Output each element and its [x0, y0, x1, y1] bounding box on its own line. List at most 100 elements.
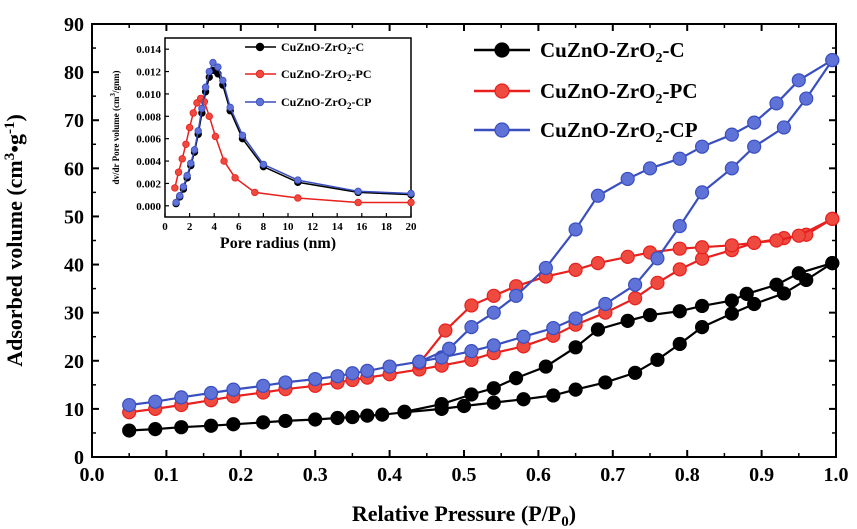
legend-label-sub: 2: [656, 92, 663, 107]
series-1-adsorption-point: [628, 291, 643, 306]
series-0-desorption-point: [791, 266, 806, 281]
y-axis-title: Adsorbed volume (cm3•g-1): [2, 114, 27, 367]
series-0-desorption-point: [739, 286, 754, 302]
series-2-desorption-point: [694, 139, 710, 154]
inset-y-tick-label: 0.006: [136, 134, 161, 146]
x-tick-label: 0.6: [526, 464, 551, 486]
series-0-desorption-point: [538, 359, 553, 374]
y-tick-label: 90: [64, 14, 84, 36]
inset-x-tick-label: 2: [187, 221, 193, 233]
x-tick-label: 0.4: [377, 464, 402, 486]
x-tick-label: 0.7: [600, 464, 625, 486]
inset-x-tick-label: 14: [332, 221, 344, 233]
series-2-desorption-point: [412, 354, 427, 369]
series-2-adsorption-point: [382, 359, 397, 374]
inset-legend-label-1: CuZnO-ZrO2-PC: [281, 67, 372, 83]
series-0-adsorption-point: [256, 415, 271, 430]
inset-x-axis-title: Pore radius (nm): [220, 235, 336, 252]
series-1-desorption-point: [464, 298, 479, 313]
inset-series-2-point: [183, 171, 191, 180]
series-2-desorption-point: [442, 341, 457, 356]
series-1-desorption-point: [486, 288, 501, 303]
inset-x-tick-label: 20: [406, 221, 418, 233]
inset-series-2-point: [205, 67, 213, 76]
inset-series-2-point: [194, 127, 202, 135]
legend-label-0: CuZnO-ZrO2-C: [540, 38, 685, 66]
inset-series-2-point: [179, 183, 188, 191]
inset-series-1-point: [185, 123, 194, 132]
series-2-adsorption-point: [486, 338, 501, 353]
series-2-desorption-point: [568, 222, 583, 237]
series-0-desorption-point: [568, 340, 583, 355]
inset-series-2-point: [172, 198, 180, 207]
y-tick-label: 0: [74, 447, 84, 469]
inset-series-1-point: [211, 132, 220, 141]
y-tick-label: 50: [64, 206, 84, 228]
series-2-adsorption-point: [278, 375, 293, 390]
y-axis-title-mid: •g: [2, 134, 27, 153]
inset-y-axis-title-main: dv/dr Pore volume (cm: [111, 96, 121, 184]
x-tick-label: 1.0: [824, 464, 849, 486]
series-2-adsorption-point: [724, 161, 739, 176]
series-2-adsorption-point: [330, 369, 345, 384]
series-0-desorption-point: [590, 322, 606, 337]
series-2-adsorption-point: [516, 329, 531, 344]
inset-y-tick-label: 0.014: [136, 44, 161, 56]
series-0-adsorption-point: [724, 306, 739, 321]
series-0-adsorption-point: [694, 320, 710, 335]
series-0-adsorption-point: [174, 420, 189, 435]
legend-label-end: -C: [663, 38, 685, 62]
series-2-adsorption-point: [776, 120, 792, 135]
series-0-adsorption-point: [226, 417, 241, 432]
inset-series-1-point: [174, 168, 183, 176]
series-0-adsorption-point: [122, 423, 137, 438]
series-2-adsorption-point: [799, 91, 814, 106]
inset-legend-marker-0: [255, 42, 265, 52]
inset-x-tick-label: 8: [261, 221, 267, 233]
legend-label-end: -CP: [663, 118, 698, 142]
series-2-adsorption-point: [546, 320, 561, 336]
series-0-desorption-point: [397, 404, 412, 419]
inset-series-1-point: [178, 155, 186, 163]
y-axis-title-sup: 3: [2, 153, 18, 161]
series-0-adsorption-point: [148, 421, 163, 437]
inset-series-1-point: [354, 198, 362, 207]
series-1-desorption-point: [620, 249, 635, 264]
x-tick-label: 0.2: [228, 464, 253, 486]
series-1-adsorption-point: [672, 262, 687, 277]
series-0-adsorption-point: [546, 388, 561, 403]
inset-legend-label-sub: 2: [347, 46, 352, 56]
series-2-adsorption-point: [464, 344, 479, 359]
inset-legend-label-main: CuZnO-ZrO: [281, 95, 347, 109]
inset-legend-label-end: -C: [352, 40, 365, 54]
series-1-desorption-point: [694, 240, 710, 255]
x-tick-label: 0.1: [154, 464, 179, 486]
inset-series-2-point: [238, 131, 247, 140]
inset-series-2-point: [226, 103, 234, 112]
series-2-adsorption-point: [226, 382, 241, 397]
series-0-adsorption-point: [568, 382, 583, 397]
x-axis-title: Relative Pressure (P/P0): [352, 501, 576, 529]
inset-series-2-point: [190, 146, 199, 154]
x-axis-title-sub: 0: [561, 514, 569, 529]
y-tick-label: 70: [64, 110, 84, 132]
series-2-adsorption-point: [650, 251, 665, 266]
series-0-adsorption-point: [308, 412, 323, 427]
inset-series-2-point: [209, 58, 217, 67]
inset-legend-label-2: CuZnO-ZrO2-CP: [281, 95, 372, 111]
x-axis-title-main: Relative Pressure (P/P: [352, 501, 561, 526]
series-0-desorption-point: [642, 307, 658, 323]
series-0-adsorption-point: [278, 413, 293, 429]
series-0-adsorption-point: [747, 296, 762, 312]
series-0-adsorption-point: [628, 365, 643, 380]
inset-series-2-point: [354, 187, 362, 195]
inset-x-tick-label: 0: [162, 221, 168, 233]
inset-series-2-point: [294, 176, 302, 184]
legend-label-2: CuZnO-ZrO2-CP: [540, 118, 698, 146]
x-tick-label: 0.9: [749, 464, 774, 486]
inset-x-tick-label: 18: [381, 221, 393, 233]
series-0-desorption-point: [769, 277, 784, 292]
inset-series-1-point: [205, 112, 213, 121]
